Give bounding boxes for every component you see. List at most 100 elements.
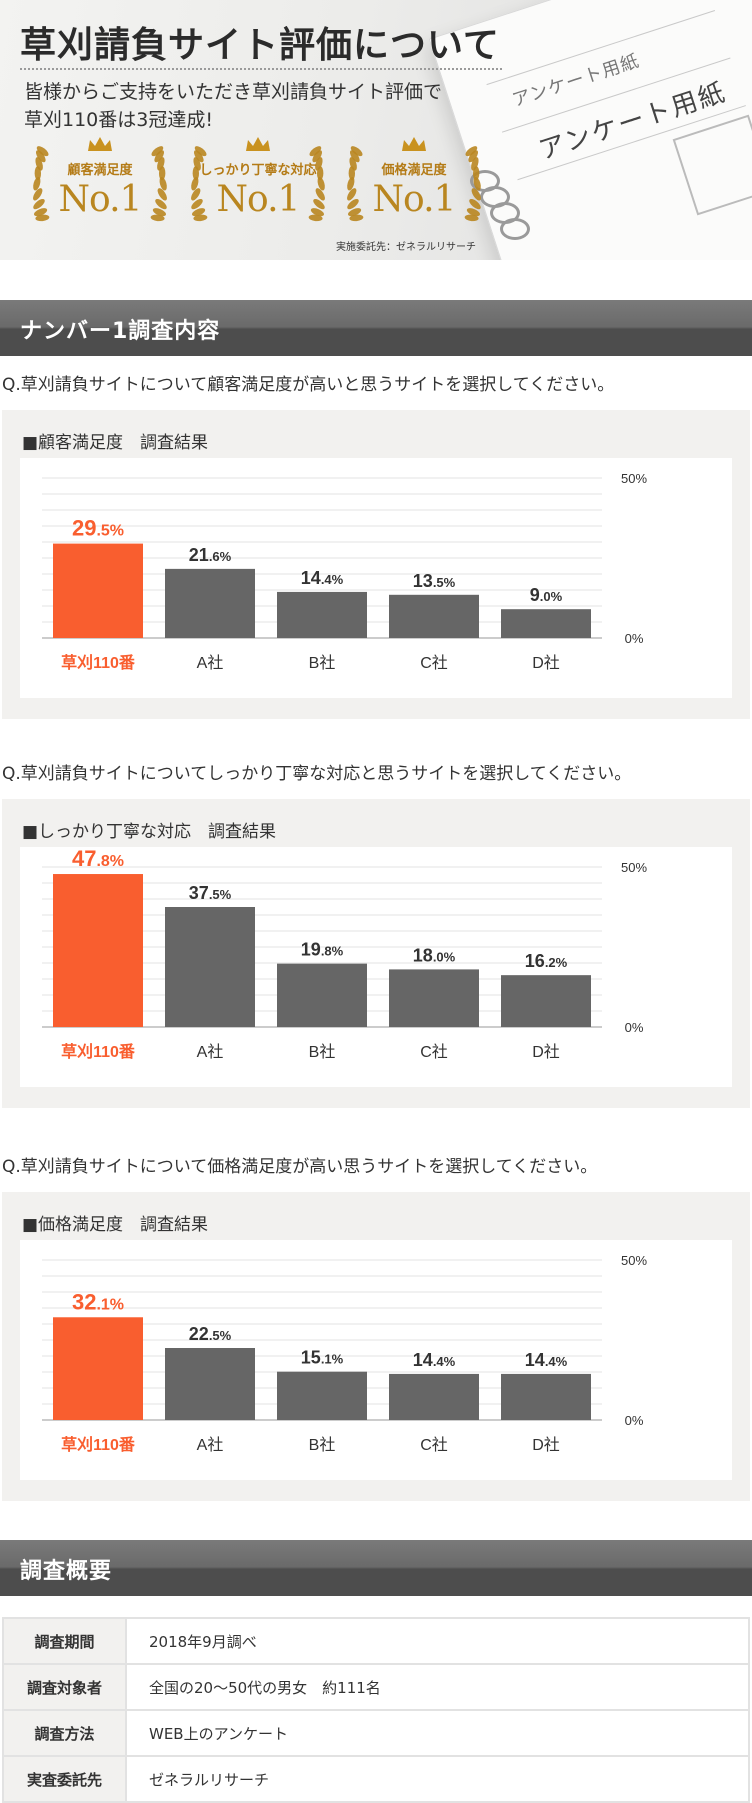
data-label: 21.6% [189,545,232,565]
table-row: 調査方法 WEB上のアンケート [2,1709,750,1757]
badge-rank: No.1 [372,179,457,220]
award-badge-polite-service: しっかり丁寧な対応 No.1 [182,135,334,235]
x-tick-label: 草刈110番 [61,1042,136,1061]
badge-rank: No.1 [216,179,301,220]
hero-banner: アンケート用紙 アンケート用紙 草刈請負サイト評価について 皆様からご支持をいた… [0,0,752,260]
crown-icon [88,137,112,151]
overview-table: 調査期間 2018年9月調べ 調査対象者 全国の20～50代の男女 約111名 … [2,1617,750,1803]
badge-label: 価格満足度 [381,163,447,178]
x-tick-label: A社 [197,1436,224,1454]
badge-label: 顧客満足度 [67,163,133,178]
overview-value: ゼネラルリサーチ [125,1755,750,1803]
overview-key: 調査方法 [2,1709,127,1757]
survey-credit: 実施委託先：ゼネラルリサーチ [336,242,476,253]
data-label: 9.0% [530,585,563,605]
x-tick-label: B社 [309,1043,336,1061]
data-label: 37.5% [189,883,232,903]
y-tick-label: 0% [625,1413,644,1428]
result-panel-3: ■価格満足度 調査結果 50% 0% 32.1% 草刈110番 22.5% A社 15.1%… [2,1192,750,1501]
title-divider [20,68,502,70]
laurel-wreath-icon [33,146,167,222]
laurel-branch [308,146,325,222]
x-tick-label: D社 [532,1436,560,1454]
laurel-wreath-icon [191,146,325,222]
x-tick-label: C社 [420,654,448,672]
chart-bar [389,969,479,1027]
chart-bar [165,568,255,638]
x-tick-label: 草刈110番 [61,653,136,672]
chart-bar [389,1373,479,1420]
y-tick-label: 50% [621,860,647,875]
laurel-wreath-icon [347,146,481,222]
data-label: 19.8% [301,940,344,960]
crown-icon [402,137,426,151]
overview-value: WEB上のアンケート [125,1709,750,1757]
result-panel-1: ■顧客満足度 調査結果 50% 0% 29.5% 草刈110番 21.6% A社 14.4%… [2,410,750,719]
chart-area: 50% 0% 47.8% 草刈110番 37.5% A社 19.8% B社 18.0% C社 16.… [20,847,732,1087]
overview-value: 全国の20～50代の男女 約111名 [125,1663,750,1711]
overview-key: 調査対象者 [2,1663,127,1711]
overview-key: 実査委託先 [2,1755,127,1803]
x-tick-label: C社 [420,1436,448,1454]
chart-title: ■顧客満足度 調査結果 [22,433,209,453]
chart-bar [53,1317,143,1420]
data-label: 22.5% [189,1324,232,1344]
question-2: Q.草刈請負サイトについてしっかり丁寧な対応と思うサイトを選択してください。 [2,764,632,784]
overview-key: 調査期間 [2,1617,127,1665]
badge-label: しっかり丁寧な対応 [199,163,317,178]
survey-section-header: ナンバー1調査内容 [0,300,752,356]
chart-title: ■しっかり丁寧な対応 調査結果 [22,822,277,842]
chart-bar [277,1371,367,1420]
table-row: 実査委託先 ゼネラルリサーチ [2,1755,750,1803]
x-tick-label: C社 [420,1043,448,1061]
data-label: 47.8% [72,847,124,871]
chart-title: ■価格満足度 調査結果 [22,1215,209,1235]
overview-section-title: 調査概要 [20,1559,113,1584]
question-3: Q.草刈請負サイトについて価格満足度が高い思うサイトを選択してください。 [2,1157,598,1177]
bar-chart-customer-satisfaction: 50% 0% 29.5% 草刈110番 21.6% A社 14.4% B社 13.5% C社 9.0… [42,471,647,672]
laurel-branch [150,146,167,222]
x-tick-label: A社 [197,1043,224,1061]
data-label: 14.4% [413,1350,456,1370]
crown-icon [246,137,270,151]
x-tick-label: 草刈110番 [61,1435,136,1454]
bar-chart-price-satisfaction: 50% 0% 32.1% 草刈110番 22.5% A社 15.1% B社 14.4% C社 14.… [42,1253,647,1454]
bar-chart-polite-service: 50% 0% 47.8% 草刈110番 37.5% A社 19.8% B社 18.0% C社 16.… [42,847,647,1061]
laurel-branch [347,146,364,222]
laurel-branch [191,146,208,222]
overview-value: 2018年9月調べ [125,1617,750,1665]
data-label: 16.2% [525,951,568,971]
data-label: 18.0% [413,945,456,965]
data-label: 15.1% [301,1348,344,1368]
y-tick-label: 50% [621,471,647,486]
data-label: 14.4% [301,568,344,588]
chart-bar [165,1348,255,1420]
data-label: 32.1% [72,1289,124,1314]
x-tick-label: A社 [197,654,224,672]
chart-area: 50% 0% 32.1% 草刈110番 22.5% A社 15.1% B社 14.4% C社 14.… [20,1240,732,1480]
chart-bar [53,874,143,1027]
x-tick-label: D社 [532,654,560,672]
badge-rank: No.1 [58,179,143,220]
chart-bar [389,594,479,638]
award-badge-customer-satisfaction: 顧客満足度 No.1 [24,135,176,235]
hero-subtitle: 皆様からご支持をいただき草刈請負サイト評価で 草刈110番は3冠達成! [24,78,442,134]
award-badge-price-satisfaction: 価格満足度 No.1 [338,135,490,235]
laurel-branch [464,146,481,222]
overview-section-header: 調査概要 [0,1540,752,1596]
hero-subtitle-line2: 草刈110番は3冠達成! [24,109,213,131]
question-1: Q.草刈請負サイトについて顧客満足度が高いと思うサイトを選択してください。 [2,375,615,395]
table-row: 調査期間 2018年9月調べ [2,1617,750,1665]
chart-bar [501,609,591,638]
chart-bar [53,543,143,638]
y-tick-label: 50% [621,1253,647,1268]
x-tick-label: B社 [309,654,336,672]
chart-bar [501,1373,591,1420]
chart-area: 50% 0% 29.5% 草刈110番 21.6% A社 14.4% B社 13.5% C社 9.0… [20,458,732,698]
data-label: 14.4% [525,1350,568,1370]
data-label: 29.5% [72,516,124,541]
table-row: 調査対象者 全国の20～50代の男女 約111名 [2,1663,750,1711]
laurel-branch [33,146,50,222]
data-label: 13.5% [413,571,456,591]
x-tick-label: D社 [532,1043,560,1061]
